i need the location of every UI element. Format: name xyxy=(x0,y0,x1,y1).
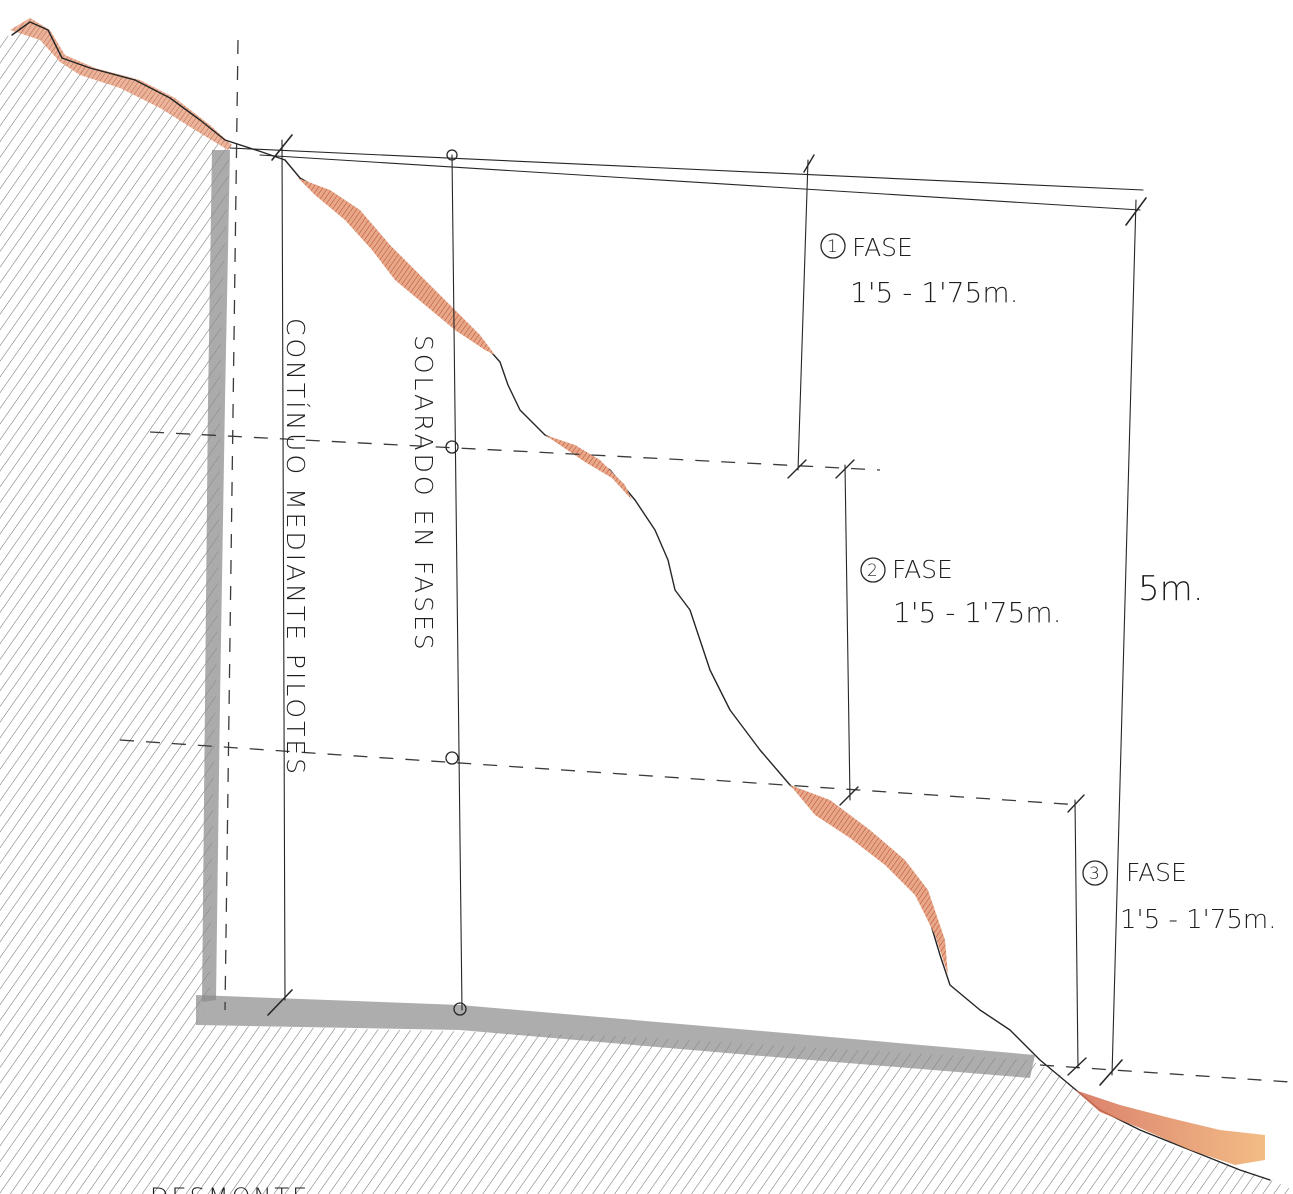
top-left-surface-color xyxy=(10,18,232,150)
ground-profile-top xyxy=(11,21,286,161)
phase1-tick-top xyxy=(803,154,815,173)
phase1-number: 1 xyxy=(827,237,838,257)
phase1-title: FASE xyxy=(852,233,913,262)
total-tick-top xyxy=(1125,197,1147,226)
total-dim-line xyxy=(1111,199,1137,1076)
pile-dim-tick-bottom xyxy=(267,989,293,1016)
phase3-range: 1'5 - 1'75m. xyxy=(1120,905,1277,935)
pile-wall-vertical xyxy=(202,150,230,1002)
phase-node-bottom xyxy=(453,1002,467,1016)
phase3-tick-top xyxy=(1067,794,1085,813)
slope-color-1 xyxy=(298,178,495,355)
slope-color-2 xyxy=(545,435,632,500)
phase3-number-circle xyxy=(1082,860,1108,886)
phase-node-2 xyxy=(445,751,459,765)
phase1-number-circle xyxy=(820,233,846,259)
top-reference-line-1 xyxy=(229,147,1144,191)
phase2-dim-line xyxy=(844,464,851,801)
bottom-note: DESMONTE xyxy=(150,1183,310,1194)
phase-node-top xyxy=(446,149,458,161)
phase-dim-line xyxy=(451,154,463,1011)
phase3-title: FASE xyxy=(1126,858,1187,887)
phase-line-1 xyxy=(149,431,881,471)
phase1-dim-line xyxy=(797,159,809,471)
total-height-label: 5m. xyxy=(1138,569,1204,609)
phase-line-2 xyxy=(119,739,1081,806)
left-soil-mass xyxy=(0,25,1293,1194)
pile-dim-line xyxy=(281,139,286,1001)
bottom-right-surface-color xyxy=(1075,1090,1265,1165)
phase3-tick-bottom xyxy=(1067,1057,1087,1076)
wall-axis-dashed xyxy=(224,39,239,1011)
slope-color-3 xyxy=(790,785,948,975)
top-reference-line-2 xyxy=(259,154,1141,211)
phase3-dim-line xyxy=(1074,799,1079,1069)
phase2-range: 1'5 - 1'75m. xyxy=(893,596,1062,629)
phase-line-3 xyxy=(1039,1064,1291,1083)
phase-node-1 xyxy=(445,440,459,454)
phase2-title: FASE xyxy=(892,555,953,584)
phase1-tick-bottom xyxy=(787,459,807,479)
pile-wall-label: CONTÍNUO MEDIANTE PILOTES xyxy=(281,318,310,777)
pile-dim-tick-top xyxy=(271,134,293,161)
phased-floor-label: SOLARADO EN FASES xyxy=(409,335,438,653)
phase2-number: 2 xyxy=(867,561,878,581)
pile-wall-base xyxy=(196,995,1035,1078)
phase3-number: 3 xyxy=(1089,864,1100,884)
phase2-tick-top xyxy=(835,459,855,479)
total-tick-bottom xyxy=(1099,1059,1123,1086)
phase2-number-circle xyxy=(860,557,886,583)
phase1-range: 1'5 - 1'75m. xyxy=(850,276,1019,309)
phase2-tick-bottom xyxy=(839,786,859,806)
